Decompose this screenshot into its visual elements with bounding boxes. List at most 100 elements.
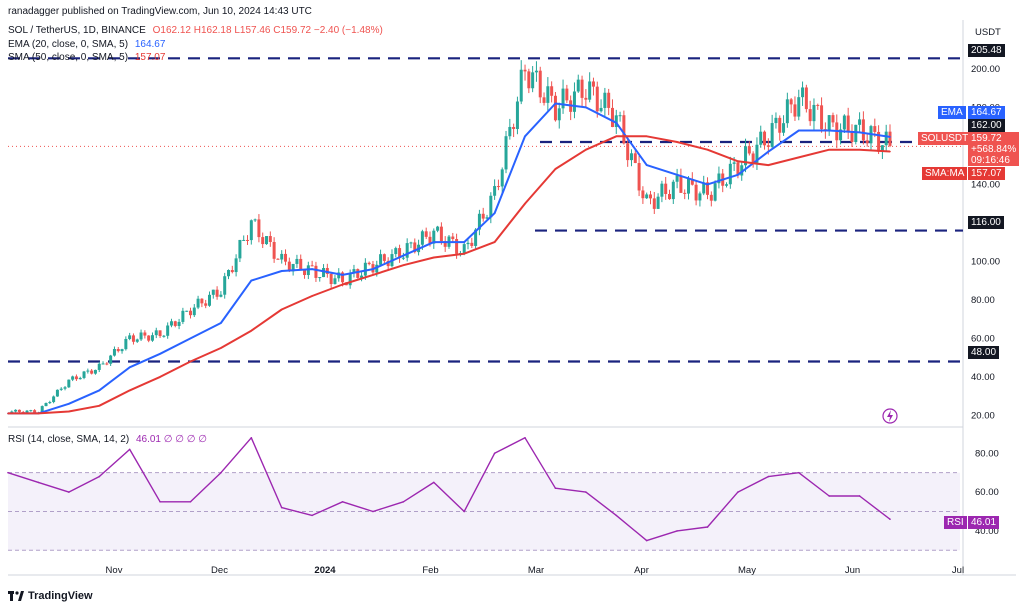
ema-name-badge: EMA	[938, 106, 966, 119]
candle-body	[542, 97, 546, 103]
data-point-ema	[858, 131, 861, 134]
data-point-ema	[311, 268, 313, 270]
candle-body	[367, 262, 371, 265]
candle-body	[808, 109, 812, 122]
candle-body	[86, 370, 90, 372]
candle-body	[375, 264, 379, 273]
bar-countdown: 09:16:46	[971, 155, 1010, 166]
candle-body	[55, 389, 59, 397]
data-point-ema	[615, 121, 618, 124]
data-point-sma-ma	[189, 360, 192, 363]
data-point-sma-ma	[554, 168, 557, 170]
data-point-ema	[341, 274, 344, 276]
data-point-rsi	[797, 471, 800, 474]
candle-body	[683, 192, 687, 194]
candle-body	[884, 131, 888, 146]
data-point-rsi	[250, 436, 253, 439]
candle-body	[850, 130, 854, 142]
candle-body	[785, 99, 789, 124]
candle-body	[888, 131, 892, 146]
candle-body	[177, 321, 181, 326]
candle-body	[93, 369, 97, 374]
candle-body	[424, 231, 428, 237]
candle-body	[272, 242, 276, 259]
data-point-ema	[797, 129, 800, 132]
candle-body	[523, 69, 527, 72]
tradingview-logo[interactable]: TradingView	[8, 590, 93, 602]
candle-body	[839, 129, 843, 141]
candle-body	[276, 258, 280, 260]
candle-body	[546, 86, 550, 103]
data-point-sma-ma	[432, 256, 435, 259]
published-line: ranadagger published on TradingView.com,…	[8, 6, 312, 17]
candle-body	[668, 194, 671, 200]
data-point-rsi	[889, 518, 891, 521]
candle-body	[599, 107, 603, 112]
candle-body	[59, 388, 63, 390]
candle-body	[436, 226, 440, 231]
data-point-rsi	[493, 452, 496, 455]
sma-indicator-label: SMA (50, close, 0, SMA, 5)	[8, 52, 129, 63]
candle-body	[432, 230, 436, 244]
candle-body	[565, 88, 569, 101]
candle-body	[90, 370, 94, 374]
candle-body	[363, 262, 367, 276]
ema-line	[8, 102, 891, 415]
candle-body	[173, 321, 177, 326]
candle-body	[382, 254, 386, 261]
candle-body	[462, 244, 466, 253]
data-point-rsi	[311, 514, 313, 517]
candle-body	[645, 194, 649, 199]
tradingview-logo-icon	[8, 591, 24, 601]
symbol-badge: SOLUSDT	[918, 132, 972, 145]
candle-body	[466, 242, 470, 245]
data-point-sma-ma	[463, 252, 466, 255]
candle-body	[531, 72, 535, 89]
sma-indicator-line[interactable]: SMA (50, close, 0, SMA, 5) 157.07	[8, 52, 169, 63]
candle-body	[496, 186, 500, 188]
candle-body	[820, 105, 824, 130]
rsi-value-badge: 46.01	[968, 516, 1000, 529]
price-tick-label: 200.00	[971, 64, 1000, 75]
candle-body	[227, 270, 230, 277]
candle-body	[519, 69, 523, 102]
candle-body	[664, 183, 668, 195]
candle-body	[116, 349, 120, 352]
candle-body	[671, 181, 675, 200]
data-point-rsi	[220, 471, 222, 474]
rsi-indicator-line[interactable]: RSI (14, close, SMA, 14, 2) 46.01 ∅ ∅ ∅ …	[8, 434, 211, 445]
rsi-tick-label: 60.00	[975, 487, 999, 498]
candle-body	[74, 376, 78, 380]
candle-body	[71, 376, 75, 380]
candle-body	[858, 119, 862, 125]
candle-body	[732, 162, 736, 164]
candle-body	[120, 349, 124, 352]
candle-body	[265, 236, 269, 245]
ema-indicator-line[interactable]: EMA (20, close, 0, SMA, 5) 164.67	[8, 39, 169, 50]
candle-body	[17, 409, 21, 412]
data-point-sma-ma	[7, 412, 9, 415]
candle-body	[67, 379, 71, 388]
candle-body	[314, 265, 318, 278]
candle-body	[641, 190, 645, 199]
ohlc-text: O162.12 H162.18 L157.46 C159.72 −2.40 (−…	[152, 25, 383, 36]
candle-body	[595, 86, 599, 112]
candle-body	[82, 371, 86, 378]
data-point-ema	[767, 150, 770, 153]
rsi-tick-label: 80.00	[975, 448, 999, 459]
candle-body	[443, 241, 447, 247]
symbol-line: SOL / TetherUS, 1D, BINANCE O162.12 H162…	[8, 25, 387, 36]
candle-body	[29, 410, 33, 412]
data-point-sma-ma	[402, 264, 405, 267]
data-point-rsi	[463, 510, 466, 513]
data-point-sma-ma	[858, 148, 861, 151]
candle-body	[485, 217, 489, 219]
candle-body	[561, 88, 565, 109]
candle-body	[48, 402, 52, 404]
data-point-rsi	[68, 491, 70, 493]
candle-body	[763, 131, 767, 146]
candle-body	[105, 363, 109, 365]
data-point-rsi	[159, 500, 161, 503]
candle-body	[702, 182, 706, 194]
